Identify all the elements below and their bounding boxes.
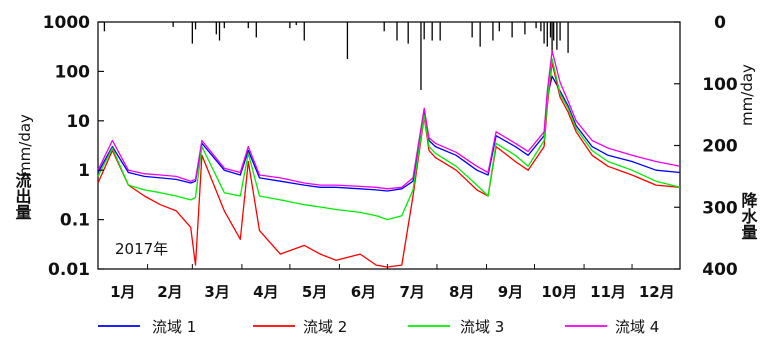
right-axis-unit: mm/day <box>738 64 756 126</box>
x-tick-label: 4月 <box>253 283 278 301</box>
legend-label-3: 流域 3 <box>460 318 504 336</box>
x-tick-label: 12月 <box>639 283 675 301</box>
right-axis-label: mm/day 降水量 <box>738 64 758 240</box>
legend-label-2: 流域 2 <box>303 318 347 336</box>
series-line-3 <box>97 58 681 221</box>
x-tick-label: 10月 <box>541 283 577 301</box>
legend-item-3: 流域 3 <box>408 318 504 336</box>
left-tick-label: 1000 <box>43 13 90 33</box>
left-axis-label: mm/day 流出量 <box>13 114 35 220</box>
series-line-4 <box>97 50 681 190</box>
x-axis-ticks: 1月 2月 3月 4月 5月 6月 7月 8月 9月 10月 11月 12月 <box>97 264 675 301</box>
right-tick-label: 0 <box>714 13 726 33</box>
x-tick-label: 6月 <box>351 283 376 301</box>
precipitation-bars <box>103 22 569 90</box>
left-tick-label: 0.01 <box>48 260 90 280</box>
x-tick-label: 8月 <box>449 283 474 301</box>
right-tick-label: 200 <box>702 137 738 157</box>
left-tick-label: 1 <box>78 161 90 181</box>
right-tick-label: 100 <box>702 75 738 95</box>
x-tick-label: 11月 <box>590 283 626 301</box>
series-lines <box>97 50 681 268</box>
series-line-2 <box>97 62 681 268</box>
x-tick-label: 2月 <box>157 283 182 301</box>
left-tick-label: 0.1 <box>60 211 90 231</box>
x-tick-label: 7月 <box>399 283 424 301</box>
series-line-1 <box>97 75 681 192</box>
legend-item-2: 流域 2 <box>253 318 347 336</box>
legend: 流域 1 流域 2 流域 3 流域 4 <box>98 318 659 336</box>
left-axis-name: 流出量 <box>13 171 32 220</box>
x-tick-label: 3月 <box>204 283 229 301</box>
x-tick-label: 9月 <box>498 283 523 301</box>
x-tick-label: 1月 <box>110 283 135 301</box>
legend-label-1: 流域 1 <box>152 318 196 336</box>
x-tick-label: 5月 <box>302 283 327 301</box>
right-tick-label: 400 <box>702 260 738 280</box>
plot-frame <box>97 21 681 270</box>
left-tick-label: 100 <box>55 62 91 82</box>
legend-label-4: 流域 4 <box>615 318 659 336</box>
left-axis-ticks: 0.01 0.1 1 10 100 1000 <box>43 13 104 280</box>
legend-item-1: 流域 1 <box>98 318 196 336</box>
right-axis-name: 降水量 <box>739 191 758 240</box>
right-tick-label: 300 <box>702 198 738 218</box>
left-tick-label: 10 <box>66 112 90 132</box>
year-annotation: 2017年 <box>115 240 168 258</box>
left-axis-unit: mm/day <box>16 114 34 176</box>
legend-item-4: 流域 4 <box>565 318 659 336</box>
right-axis-ticks: 0 100 200 300 400 <box>674 13 738 280</box>
